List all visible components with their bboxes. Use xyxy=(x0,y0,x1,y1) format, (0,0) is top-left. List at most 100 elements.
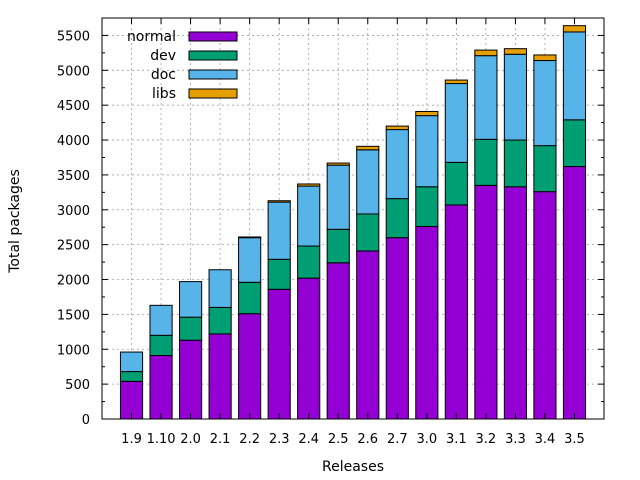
bar-segment-doc xyxy=(503,53,527,141)
bar-segment-normal xyxy=(356,250,380,420)
bar-segment-libs xyxy=(562,25,587,33)
y-tick-label: 4500 xyxy=(57,99,90,114)
bar-segment-libs xyxy=(356,145,380,151)
bar-segment-doc xyxy=(208,269,232,308)
legend-label-doc: doc xyxy=(151,67,176,83)
y-tick-label: 2500 xyxy=(57,239,90,254)
bar-segment-dev xyxy=(385,198,409,239)
x-tick-label: 3.4 xyxy=(535,432,556,447)
bar-segment-doc xyxy=(444,83,468,163)
bar-segment-normal xyxy=(326,262,350,420)
x-tick-label: 2.0 xyxy=(180,432,201,447)
bar-segment-normal xyxy=(297,277,321,420)
bar-segment-dev xyxy=(267,258,291,290)
bar-segment-normal xyxy=(503,186,527,420)
bar-segment-libs xyxy=(474,49,498,57)
y-tick-label: 1500 xyxy=(57,308,90,323)
y-tick-label: 3000 xyxy=(57,204,90,219)
bar-segment-doc xyxy=(238,237,262,283)
x-tick-label: 2.5 xyxy=(328,432,349,447)
x-axis-title: Releases xyxy=(322,459,384,475)
bar-segment-normal xyxy=(238,313,262,420)
y-tick-label: 4000 xyxy=(57,134,90,149)
x-tick-label: 1.9 xyxy=(121,432,142,447)
y-tick-label: 5500 xyxy=(57,29,90,44)
bar-segment-dev xyxy=(119,371,144,382)
legend: normal dev doc libs xyxy=(127,29,238,102)
bar-segment-dev xyxy=(444,161,468,206)
bar-segment-libs xyxy=(503,48,527,55)
bar-segment-doc xyxy=(179,281,203,318)
bar-segment-normal xyxy=(179,339,203,420)
bar-segment-normal xyxy=(208,333,232,420)
bar-segment-doc xyxy=(297,185,321,247)
legend-label-dev: dev xyxy=(150,48,176,64)
bar-segment-dev xyxy=(179,316,203,341)
bar-segment-doc xyxy=(385,129,409,200)
bar-segment-dev xyxy=(415,186,439,228)
x-tick-label: 2.6 xyxy=(357,432,378,447)
bar-segment-dev xyxy=(533,145,557,193)
y-tick-label: 500 xyxy=(65,378,90,393)
bar-segment-doc xyxy=(533,60,557,147)
legend-swatch-dev xyxy=(188,50,238,61)
legend-swatch-libs xyxy=(188,88,238,99)
bars xyxy=(119,25,587,420)
bar-segment-dev xyxy=(562,119,587,168)
bar-segment-dev xyxy=(503,139,527,188)
y-tick-label: 1000 xyxy=(57,343,90,358)
x-tick-label: 3.0 xyxy=(416,432,437,447)
y-tick-label: 3500 xyxy=(57,169,90,184)
y-axis-title: Total packages xyxy=(7,169,23,274)
x-tick-label: 3.2 xyxy=(476,432,497,447)
y-tick-label: 2000 xyxy=(57,274,90,289)
bar-segment-libs xyxy=(326,162,350,166)
legend-label-normal: normal xyxy=(127,29,176,45)
y-tick-label: 0 xyxy=(82,413,90,428)
x-tick-label: 2.7 xyxy=(387,432,408,447)
bar-segment-libs xyxy=(385,125,409,131)
plot-frame xyxy=(101,17,605,420)
bar-segment-doc xyxy=(474,55,498,140)
bar-segment-dev xyxy=(149,334,173,357)
bar-segment-normal xyxy=(267,288,291,420)
bar-segment-doc xyxy=(562,31,587,121)
bar-segment-normal xyxy=(562,166,587,420)
bar-segment-doc xyxy=(356,149,380,215)
bar-segment-doc xyxy=(415,115,439,188)
x-tick-label: 2.3 xyxy=(269,432,290,447)
bar-segment-libs xyxy=(297,183,321,187)
x-tick-label: 1.10 xyxy=(147,432,176,447)
bar-segment-doc xyxy=(267,201,291,260)
legend-swatch-doc xyxy=(188,69,238,80)
bar-segment-normal xyxy=(385,237,409,420)
bar-segment-libs xyxy=(267,200,291,203)
bar-segment-doc xyxy=(119,351,144,373)
x-tick-label: 3.1 xyxy=(446,432,467,447)
bar-segment-dev xyxy=(208,306,232,335)
bar-segment-dev xyxy=(326,228,350,264)
x-tick-label: 2.1 xyxy=(210,432,231,447)
bar-segment-libs xyxy=(415,110,439,117)
bar-segment-normal xyxy=(474,184,498,420)
grid xyxy=(102,18,604,419)
bar-segment-normal xyxy=(533,191,557,420)
x-tick-label: 3.3 xyxy=(505,432,526,447)
bar-segment-doc xyxy=(326,164,350,230)
bar-segment-libs xyxy=(444,79,468,85)
bar-segment-normal xyxy=(444,204,468,420)
bar-segment-dev xyxy=(297,245,321,279)
bar-segment-dev xyxy=(356,213,380,252)
bar-segment-doc xyxy=(149,304,173,336)
x-tick-label: 2.2 xyxy=(239,432,260,447)
bar-segment-libs xyxy=(238,236,262,239)
legend-swatch-normal xyxy=(188,31,238,42)
bar-segment-normal xyxy=(149,355,173,420)
x-tick-label: 2.4 xyxy=(298,432,319,447)
y-tick-label: 5000 xyxy=(57,64,90,79)
bar-segment-normal xyxy=(415,226,439,420)
bar-segment-dev xyxy=(238,281,262,315)
legend-label-libs: libs xyxy=(152,86,176,102)
bar-segment-dev xyxy=(474,138,498,186)
